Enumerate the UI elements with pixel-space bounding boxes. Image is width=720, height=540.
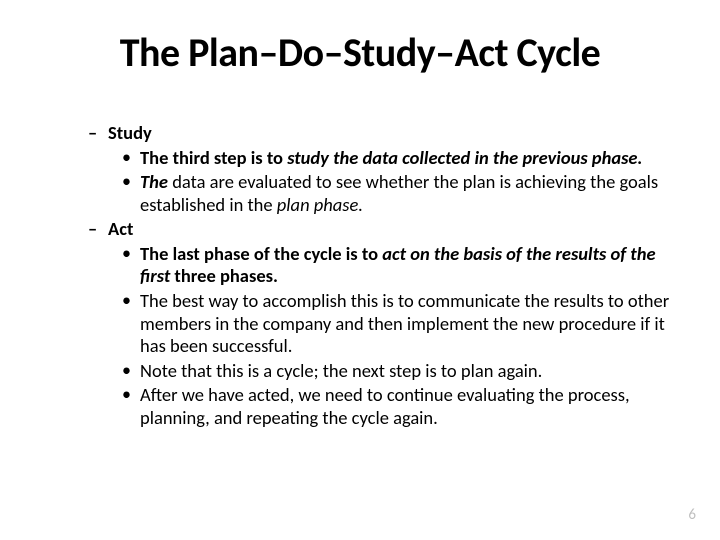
- dot-bullet-icon: •: [122, 384, 140, 429]
- dot-bullet-icon: •: [122, 290, 140, 358]
- slide: The Plan–Do–Study–Act Cycle – Study • Th…: [0, 0, 720, 540]
- section-heading-study: – Study: [88, 122, 673, 145]
- list-item: • After we have acted, we need to contin…: [122, 384, 673, 429]
- slide-body: – Study • The third step is to study the…: [88, 122, 673, 431]
- bullet-text: The last phase of the cycle is to act on…: [140, 243, 673, 288]
- bullet-text: The best way to accomplish this is to co…: [140, 290, 673, 358]
- section-heading-text: Act: [108, 218, 133, 241]
- dot-bullet-icon: •: [122, 360, 140, 383]
- dot-bullet-icon: •: [122, 147, 140, 170]
- dash-bullet-icon: –: [88, 218, 108, 241]
- list-item: • The best way to accomplish this is to …: [122, 290, 673, 358]
- bullet-text: After we have acted, we need to continue…: [140, 384, 673, 429]
- dash-bullet-icon: –: [88, 122, 108, 145]
- slide-title: The Plan–Do–Study–Act Cycle: [0, 28, 720, 77]
- dot-bullet-icon: •: [122, 243, 140, 288]
- list-item: • The third step is to study the data co…: [122, 147, 673, 170]
- list-item: • The data are evaluated to see whether …: [122, 171, 673, 216]
- dot-bullet-icon: •: [122, 171, 140, 216]
- list-item: • Note that this is a cycle; the next st…: [122, 360, 673, 383]
- bullet-text: The third step is to study the data coll…: [140, 147, 673, 170]
- bullet-text: Note that this is a cycle; the next step…: [140, 360, 673, 383]
- page-number: 6: [688, 506, 696, 524]
- bullet-text: The data are evaluated to see whether th…: [140, 171, 673, 216]
- list-item: • The last phase of the cycle is to act …: [122, 243, 673, 288]
- section-heading-act: – Act: [88, 218, 673, 241]
- section-heading-text: Study: [108, 122, 152, 145]
